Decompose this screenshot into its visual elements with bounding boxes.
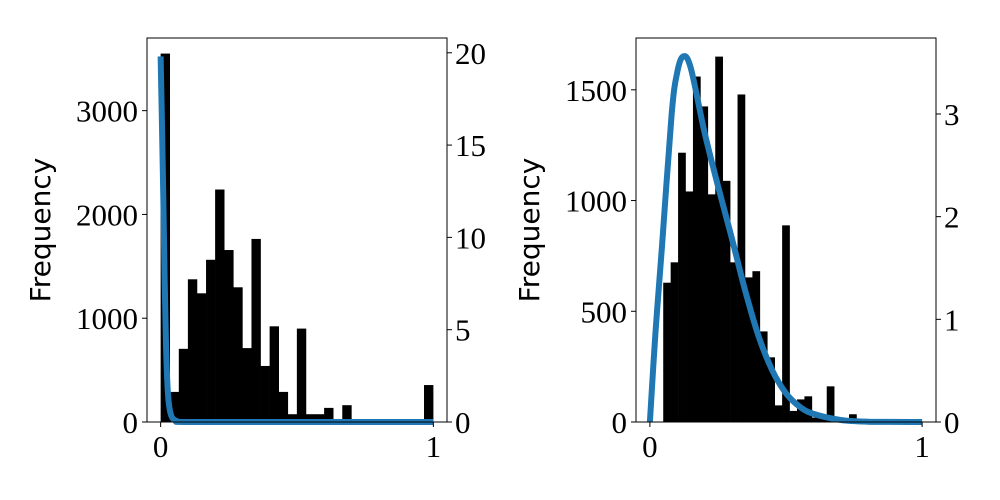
y-axis-label: Frequency bbox=[24, 158, 57, 303]
x-tick-label: 0 bbox=[642, 429, 658, 464]
y2-tick-label: 15 bbox=[455, 128, 486, 163]
y2-tick-label: 5 bbox=[455, 313, 471, 348]
y2-tick-label: 10 bbox=[455, 220, 486, 255]
y-tick-label: 0 bbox=[612, 405, 628, 440]
histogram-bar bbox=[811, 417, 820, 422]
axes-frame bbox=[635, 37, 937, 423]
histogram-bar bbox=[305, 414, 316, 422]
histogram-bar bbox=[233, 287, 243, 422]
y-axis-label: Frequency bbox=[513, 158, 546, 303]
histogram-bar bbox=[700, 106, 709, 422]
histogram-bar bbox=[685, 191, 694, 422]
y-tick-label: 0 bbox=[123, 405, 139, 440]
histogram-bar bbox=[707, 194, 716, 422]
histogram-bar bbox=[670, 262, 679, 422]
histogram-bar bbox=[678, 152, 686, 422]
histogram-bar bbox=[789, 410, 798, 422]
y2-tick-label: 0 bbox=[455, 405, 471, 440]
y2-tick-label: 0 bbox=[944, 405, 960, 440]
histogram-bar bbox=[759, 331, 768, 422]
y2-tick-label: 20 bbox=[455, 36, 486, 71]
y-tick-label: 2000 bbox=[76, 197, 138, 232]
histogram-bar bbox=[767, 357, 776, 422]
y-tick-label: 1500 bbox=[565, 73, 627, 108]
histogram-bar bbox=[342, 405, 352, 422]
y-tick-label: 3000 bbox=[76, 94, 138, 129]
histogram-bar bbox=[744, 277, 753, 422]
histogram-bar bbox=[187, 279, 198, 422]
y2-tick-label: 3 bbox=[944, 97, 960, 132]
histogram-bar bbox=[752, 271, 761, 422]
histogram-bar bbox=[260, 365, 270, 422]
histogram-bar bbox=[826, 386, 835, 422]
histogram-bar bbox=[215, 189, 225, 422]
density-curve bbox=[646, 53, 923, 425]
histogram-bar bbox=[169, 391, 180, 422]
histogram-bar bbox=[692, 76, 701, 423]
histogram-bar bbox=[278, 391, 289, 422]
histogram-bar bbox=[819, 418, 828, 422]
histogram-bar bbox=[663, 282, 671, 422]
x-tick-label: 1 bbox=[426, 429, 442, 464]
histogram-bar bbox=[251, 238, 261, 422]
histogram-bar bbox=[730, 262, 738, 422]
histogram-bar bbox=[324, 407, 334, 422]
histogram-bar bbox=[715, 56, 723, 422]
y-tick-label: 500 bbox=[581, 294, 628, 329]
histogram-bar bbox=[269, 326, 279, 422]
histogram-bar bbox=[737, 94, 746, 423]
histogram-bar bbox=[315, 414, 325, 422]
y2-tick-label: 1 bbox=[944, 302, 960, 337]
histogram-bar bbox=[774, 405, 783, 422]
histogram-bar bbox=[224, 250, 234, 422]
histogram-bar bbox=[782, 225, 790, 422]
x-tick-label: 1 bbox=[914, 429, 930, 464]
y-tick-label: 1000 bbox=[76, 301, 138, 336]
histogram-bar bbox=[206, 259, 216, 422]
histogram-bar bbox=[424, 385, 434, 422]
axes-frame bbox=[146, 37, 448, 423]
histogram-bar bbox=[242, 348, 252, 422]
y-tick-label: 1000 bbox=[565, 184, 627, 219]
histogram-bar bbox=[287, 414, 298, 422]
histogram-bar bbox=[296, 328, 307, 422]
histogram-bar bbox=[196, 293, 207, 422]
x-tick-label: 0 bbox=[153, 429, 169, 464]
histogram-bar bbox=[178, 348, 189, 422]
y2-tick-label: 2 bbox=[944, 200, 960, 235]
histogram-bar bbox=[722, 180, 731, 422]
